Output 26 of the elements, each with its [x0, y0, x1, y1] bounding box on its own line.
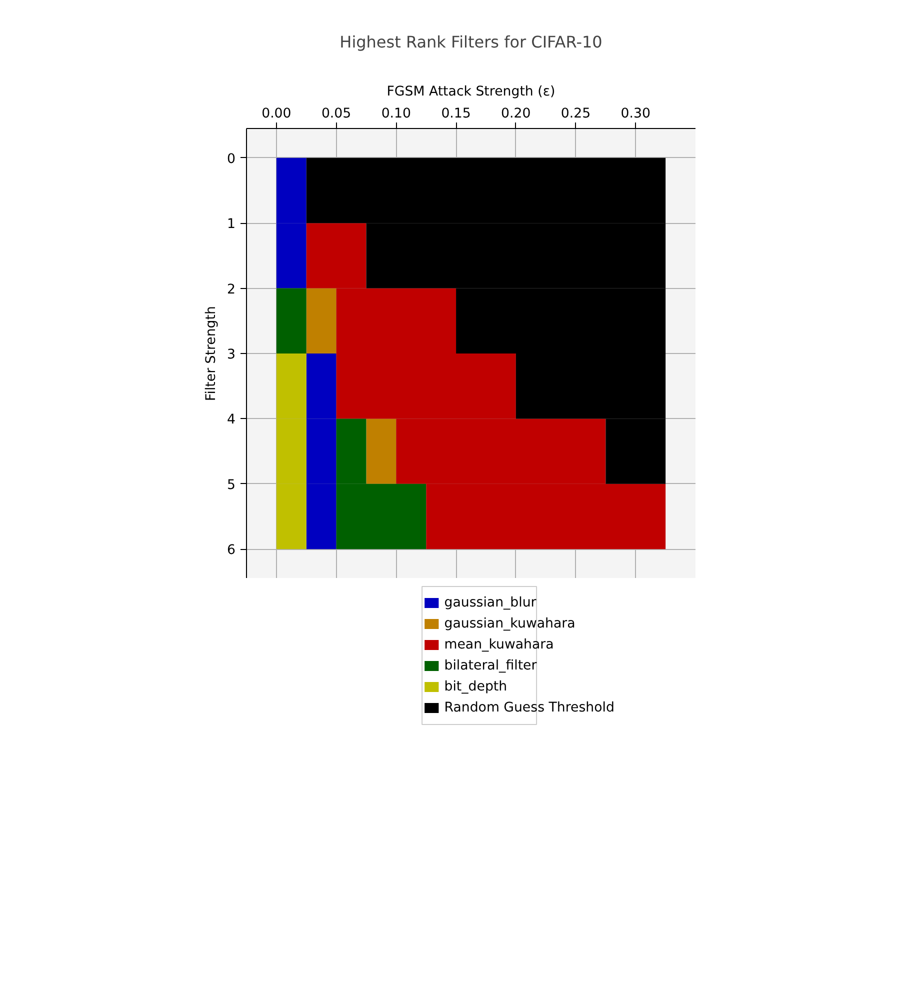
legend-label: bilateral_filter: [444, 658, 538, 674]
legend-label: gaussian_kuwahara: [444, 616, 576, 632]
legend-label: Random Guess Threshold: [444, 700, 614, 716]
legend-label: mean_kuwahara: [444, 638, 554, 652]
y-tick-label: 0: [227, 152, 236, 167]
y-tick-label: 6: [227, 543, 236, 558]
y-tick-label: 4: [227, 412, 236, 428]
bar: [366, 418, 396, 484]
chart-title: Highest Rank Filters for CIFAR-10: [340, 32, 602, 52]
x-tick-label: 0.25: [560, 106, 591, 122]
x-tick-label: 0.10: [381, 106, 412, 122]
bar: [276, 288, 306, 354]
legend-label: bit_depth: [444, 680, 508, 694]
y-axis-title: Filter Strength: [204, 306, 220, 401]
x-axis-title: FGSM Attack Strength (ε): [386, 84, 556, 100]
x-tick-label: 0.30: [620, 106, 650, 122]
y-tick-label: 3: [227, 348, 236, 362]
x-tick-label: 0.05: [321, 106, 352, 122]
x-tick-label: 0.15: [441, 106, 471, 122]
legend-label: gaussian_blur: [444, 596, 537, 610]
x-tick-label: 0.00: [262, 106, 292, 122]
bar: [306, 288, 336, 354]
y-tick-label: 1: [227, 217, 236, 232]
y-tick-label: 5: [227, 478, 236, 493]
x-tick-label: 0.20: [501, 106, 531, 122]
y-tick-label: 2: [227, 282, 236, 298]
